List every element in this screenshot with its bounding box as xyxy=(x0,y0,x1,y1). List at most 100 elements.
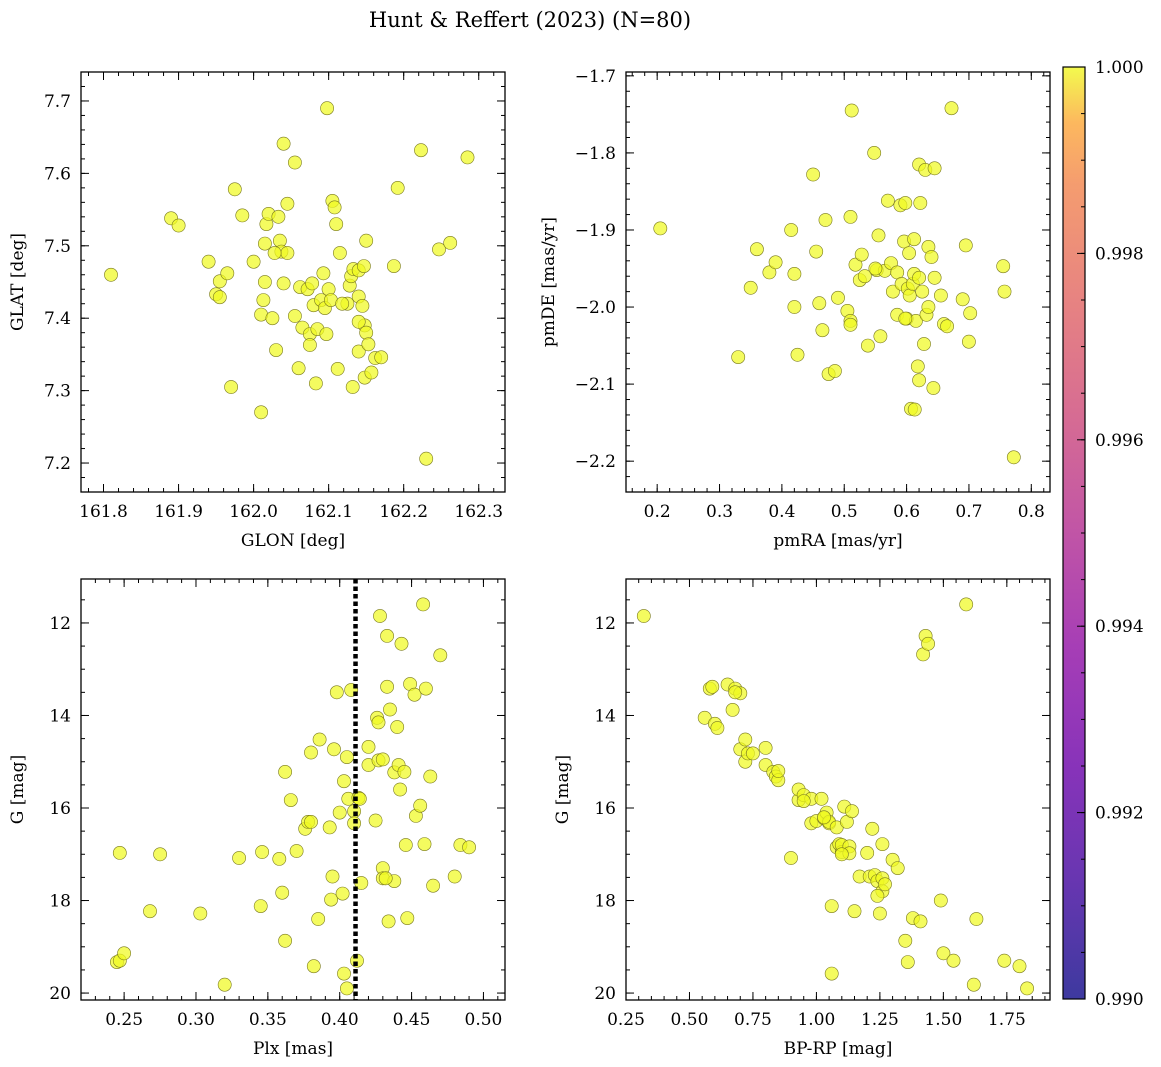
data-point xyxy=(201,254,216,269)
x-tick-label: 0.3 xyxy=(706,502,733,522)
panel-3: 0.25 0.30 0.35 0.40 0.45 0.50 12 14 16 18 20 Plx [m… xyxy=(8,578,506,1059)
data-point xyxy=(117,946,131,961)
data-point xyxy=(193,906,208,921)
y-tick-label: 16 xyxy=(49,799,71,819)
data-point xyxy=(271,209,286,224)
data-point xyxy=(278,765,292,779)
data-point xyxy=(902,246,916,260)
data-point xyxy=(378,871,393,886)
panels: 161.8 161.9 162.0 162.1 162.2 162.3 7.2 7.3 7.4 7… xyxy=(8,67,1051,1059)
data-point xyxy=(921,636,935,651)
axes-frame xyxy=(80,71,506,493)
data-point xyxy=(171,218,186,233)
data-point xyxy=(806,167,820,182)
data-point xyxy=(254,405,268,420)
x-tick-label: 1.00 xyxy=(797,1010,835,1030)
x-axis-label: Plx [mas] xyxy=(253,1039,333,1059)
data-point xyxy=(969,912,984,926)
data-point xyxy=(834,847,849,862)
data-point xyxy=(253,899,268,913)
scatter-points xyxy=(110,597,476,996)
colorbar: 0.990 0.992 0.994 0.996 0.998 1.000 xyxy=(1062,58,1144,1010)
data-point xyxy=(383,702,397,717)
data-point xyxy=(246,254,261,269)
data-point xyxy=(255,845,269,859)
data-point xyxy=(212,290,227,305)
y-tick-label: 16 xyxy=(594,799,616,819)
y-tick-label: 7.3 xyxy=(44,382,71,402)
y-tick-label: −1.8 xyxy=(575,144,616,164)
data-point xyxy=(902,288,917,303)
data-point xyxy=(926,381,941,395)
data-point xyxy=(787,266,802,281)
data-point xyxy=(790,347,805,362)
data-point xyxy=(327,200,342,215)
data-point xyxy=(361,740,376,754)
data-point xyxy=(881,193,895,208)
x-axis-label: BP-RP [mag] xyxy=(784,1039,893,1059)
data-point xyxy=(390,720,405,734)
y-tick-label: 7.7 xyxy=(44,92,71,112)
data-point xyxy=(291,361,306,376)
data-point xyxy=(227,182,242,197)
data-point xyxy=(815,323,830,338)
data-point xyxy=(339,750,354,764)
data-point xyxy=(355,298,370,313)
data-point xyxy=(257,236,272,251)
data-point xyxy=(890,861,905,875)
ticks: 0.25 0.30 0.35 0.40 0.45 0.50 12 14 16 18 20 xyxy=(49,579,505,1030)
x-tick-label: 0.7 xyxy=(955,502,982,522)
data-point xyxy=(963,306,978,321)
data-point xyxy=(934,288,948,303)
data-point xyxy=(738,732,753,747)
data-point xyxy=(413,798,428,813)
y-axis-label: G [mag] xyxy=(553,755,573,824)
x-tick-label: 0.6 xyxy=(893,502,920,522)
data-point xyxy=(329,217,344,231)
data-point xyxy=(345,380,360,394)
data-point xyxy=(875,837,890,851)
data-point xyxy=(220,266,235,281)
data-point xyxy=(907,232,921,247)
data-point xyxy=(962,334,976,349)
data-point xyxy=(915,284,930,299)
x-tick-label: 162.1 xyxy=(304,502,353,522)
data-point xyxy=(335,296,350,311)
data-point xyxy=(400,911,415,925)
data-point xyxy=(809,244,824,259)
data-point xyxy=(443,235,458,250)
scatter-points xyxy=(636,597,1034,996)
data-point xyxy=(771,764,786,778)
data-point xyxy=(860,846,875,860)
data-point xyxy=(868,261,883,276)
data-point xyxy=(997,284,1012,299)
data-point xyxy=(710,721,725,735)
data-point xyxy=(280,196,295,211)
data-point xyxy=(283,793,298,807)
data-point xyxy=(276,136,291,151)
data-point xyxy=(447,869,462,884)
data-point xyxy=(351,344,366,359)
data-point xyxy=(861,338,875,353)
data-point xyxy=(289,844,304,858)
y-tick-label: 12 xyxy=(49,614,71,634)
data-point xyxy=(302,338,317,352)
x-axis-label: pmRA [mas/yr] xyxy=(773,531,902,551)
data-point xyxy=(143,904,157,919)
data-point xyxy=(304,745,318,760)
data-point xyxy=(364,365,379,380)
data-point xyxy=(305,276,319,291)
data-point xyxy=(267,246,282,260)
data-point xyxy=(958,238,973,253)
data-point xyxy=(416,597,430,612)
figure-title: Hunt & Reffert (2023) (N=80) xyxy=(369,8,691,32)
data-point xyxy=(898,933,913,948)
x-tick-label: 0.5 xyxy=(831,502,858,522)
data-point xyxy=(304,815,318,829)
y-tick-label: 14 xyxy=(594,706,616,726)
x-tick-label: 1.75 xyxy=(988,1010,1026,1030)
data-point xyxy=(697,710,712,725)
data-point xyxy=(374,350,389,365)
data-point xyxy=(636,609,651,623)
